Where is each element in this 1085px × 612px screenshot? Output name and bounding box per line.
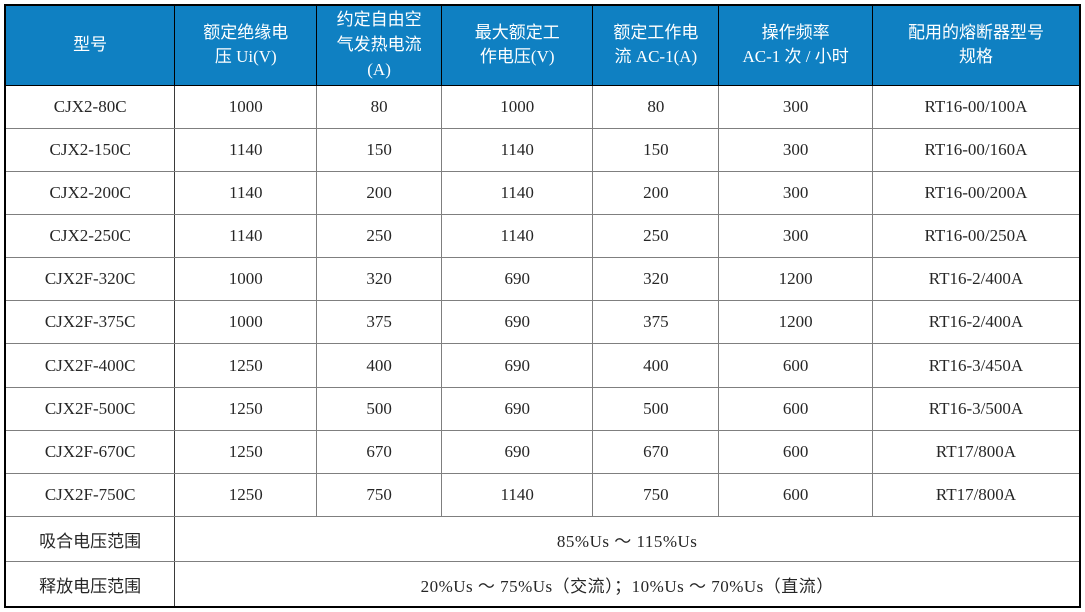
cell-rated-insulation-voltage: 1250 (174, 386, 318, 431)
cell-max-rated-working-voltage: 690 (440, 429, 594, 474)
cell-operating-frequency: 1200 (718, 257, 873, 302)
cell-model: CJX2F-400C (4, 343, 176, 388)
table-row: CJX2-80C 1000 80 1000 80 300 RT16-00/100… (4, 84, 1081, 129)
cell-rated-insulation-voltage: 1140 (174, 170, 318, 215)
cell-conventional-thermal-current: 750 (316, 472, 442, 518)
cell-model: CJX2-150C (4, 127, 176, 172)
column-header-rated-working-current: 额定工作电 流 AC-1(A) (592, 4, 720, 86)
cell-fuse-spec: RT16-3/450A (871, 343, 1081, 388)
cell-model: CJX2F-375C (4, 300, 176, 345)
cell-rated-insulation-voltage: 1140 (174, 213, 318, 259)
cell-operating-frequency: 600 (718, 343, 873, 388)
cell-fuse-spec: RT16-3/500A (871, 386, 1081, 431)
table-row: CJX2F-400C 1250 400 690 400 600 RT16-3/4… (4, 343, 1081, 388)
cell-conventional-thermal-current: 670 (316, 429, 442, 474)
table-row: CJX2-250C 1140 250 1140 250 300 RT16-00/… (4, 213, 1081, 259)
cell-operating-frequency: 300 (718, 213, 873, 259)
footer-row-pickup-voltage-range: 吸合电压范围 85%Us ～ 115%Us (4, 516, 1081, 563)
cell-model: CJX2F-750C (4, 472, 176, 518)
cell-conventional-thermal-current: 150 (316, 127, 442, 172)
cell-rated-insulation-voltage: 1250 (174, 429, 318, 474)
column-header-model: 型号 (4, 4, 176, 86)
cell-operating-frequency: 300 (718, 170, 873, 215)
column-header-fuse-spec: 配用的熔断器型号 规格 (871, 4, 1081, 86)
table-row: CJX2F-500C 1250 500 690 500 600 RT16-3/5… (4, 386, 1081, 431)
cell-max-rated-working-voltage: 690 (440, 257, 594, 302)
cell-rated-working-current: 150 (592, 127, 720, 172)
cell-conventional-thermal-current: 80 (316, 84, 442, 129)
cell-rated-working-current: 80 (592, 84, 720, 129)
pickup-voltage-range-value: 85%Us ～ 115%Us (174, 516, 1081, 563)
cell-operating-frequency: 300 (718, 127, 873, 172)
cell-conventional-thermal-current: 500 (316, 386, 442, 431)
cell-fuse-spec: RT16-00/160A (871, 127, 1081, 172)
cell-rated-insulation-voltage: 1000 (174, 300, 318, 345)
cell-rated-insulation-voltage: 1000 (174, 257, 318, 302)
cell-rated-working-current: 670 (592, 429, 720, 474)
cell-fuse-spec: RT16-00/250A (871, 213, 1081, 259)
spec-table-header: 型号 额定绝缘电 压 Ui(V) 约定自由空 气发热电流 (A) 最大额定工 作… (4, 4, 1081, 86)
table-row: CJX2F-750C 1250 750 1140 750 600 RT17/80… (4, 472, 1081, 518)
cell-model: CJX2-200C (4, 170, 176, 215)
cell-conventional-thermal-current: 200 (316, 170, 442, 215)
spec-table-footer: 吸合电压范围 85%Us ～ 115%Us 释放电压范围 20%Us ～ 75%… (4, 516, 1081, 608)
cell-fuse-spec: RT16-2/400A (871, 257, 1081, 302)
column-header-max-rated-working-voltage: 最大额定工 作电压(V) (440, 4, 594, 86)
table-row: CJX2-150C 1140 150 1140 150 300 RT16-00/… (4, 127, 1081, 172)
table-row: CJX2F-670C 1250 670 690 670 600 RT17/800… (4, 429, 1081, 474)
cell-fuse-spec: RT16-2/400A (871, 300, 1081, 345)
cell-fuse-spec: RT17/800A (871, 429, 1081, 474)
cell-max-rated-working-voltage: 690 (440, 386, 594, 431)
cell-fuse-spec: RT16-00/200A (871, 170, 1081, 215)
cell-operating-frequency: 300 (718, 84, 873, 129)
cell-max-rated-working-voltage: 1140 (440, 472, 594, 518)
footer-row-release-voltage-range: 释放电压范围 20%Us ～ 75%Us（交流）；10%Us ～ 70%Us（直… (4, 561, 1081, 608)
cell-model: CJX2-80C (4, 84, 176, 129)
cell-rated-working-current: 500 (592, 386, 720, 431)
column-header-rated-insulation-voltage: 额定绝缘电 压 Ui(V) (174, 4, 318, 86)
release-voltage-range-value: 20%Us ～ 75%Us（交流）；10%Us ～ 70%Us（直流） (174, 561, 1081, 608)
spec-table: 型号 额定绝缘电 压 Ui(V) 约定自由空 气发热电流 (A) 最大额定工 作… (4, 4, 1081, 608)
cell-rated-insulation-voltage: 1250 (174, 472, 318, 518)
column-header-operating-frequency: 操作频率 AC-1 次 / 小时 (718, 4, 873, 86)
cell-rated-working-current: 400 (592, 343, 720, 388)
cell-rated-working-current: 375 (592, 300, 720, 345)
cell-rated-working-current: 200 (592, 170, 720, 215)
cell-rated-insulation-voltage: 1140 (174, 127, 318, 172)
cell-rated-working-current: 250 (592, 213, 720, 259)
table-row: CJX2F-375C 1000 375 690 375 1200 RT16-2/… (4, 300, 1081, 345)
cell-operating-frequency: 1200 (718, 300, 873, 345)
cell-model: CJX2F-320C (4, 257, 176, 302)
cell-rated-working-current: 750 (592, 472, 720, 518)
cell-model: CJX2F-670C (4, 429, 176, 474)
table-row: CJX2F-320C 1000 320 690 320 1200 RT16-2/… (4, 257, 1081, 302)
cell-rated-insulation-voltage: 1000 (174, 84, 318, 129)
cell-operating-frequency: 600 (718, 472, 873, 518)
cell-conventional-thermal-current: 320 (316, 257, 442, 302)
cell-conventional-thermal-current: 250 (316, 213, 442, 259)
spec-table-body: CJX2-80C 1000 80 1000 80 300 RT16-00/100… (4, 84, 1081, 518)
cell-max-rated-working-voltage: 1140 (440, 170, 594, 215)
release-voltage-range-label: 释放电压范围 (4, 561, 176, 608)
cell-model: CJX2F-500C (4, 386, 176, 431)
cell-model: CJX2-250C (4, 213, 176, 259)
cell-max-rated-working-voltage: 690 (440, 343, 594, 388)
cell-operating-frequency: 600 (718, 429, 873, 474)
cell-conventional-thermal-current: 375 (316, 300, 442, 345)
cell-max-rated-working-voltage: 690 (440, 300, 594, 345)
column-header-conventional-thermal-current: 约定自由空 气发热电流 (A) (316, 4, 442, 86)
cell-conventional-thermal-current: 400 (316, 343, 442, 388)
pickup-voltage-range-label: 吸合电压范围 (4, 516, 176, 563)
cell-operating-frequency: 600 (718, 386, 873, 431)
cell-max-rated-working-voltage: 1140 (440, 127, 594, 172)
cell-fuse-spec: RT16-00/100A (871, 84, 1081, 129)
table-row: CJX2-200C 1140 200 1140 200 300 RT16-00/… (4, 170, 1081, 215)
cell-max-rated-working-voltage: 1000 (440, 84, 594, 129)
cell-rated-insulation-voltage: 1250 (174, 343, 318, 388)
cell-fuse-spec: RT17/800A (871, 472, 1081, 518)
cell-rated-working-current: 320 (592, 257, 720, 302)
header-row: 型号 额定绝缘电 压 Ui(V) 约定自由空 气发热电流 (A) 最大额定工 作… (4, 4, 1081, 86)
cell-max-rated-working-voltage: 1140 (440, 213, 594, 259)
